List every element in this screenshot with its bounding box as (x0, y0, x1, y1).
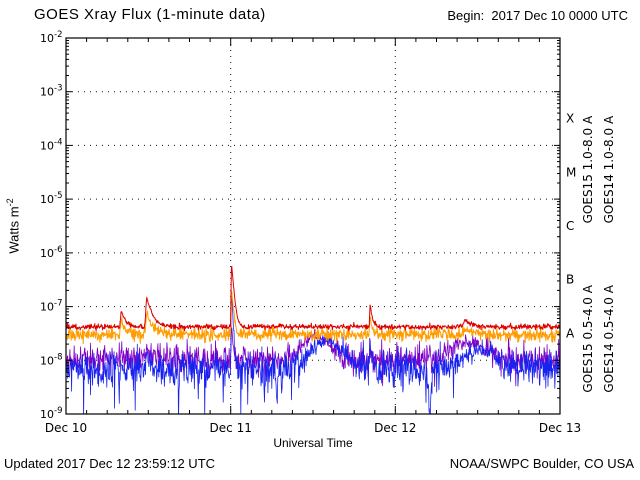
y-tick-label: 10-4 (40, 137, 62, 152)
flare-class-letters: X M C B A (566, 112, 576, 341)
legend-goes14-long: GOES14 1.0-8.0 A (602, 115, 616, 223)
y-tick-label: 10-7 (40, 299, 62, 314)
series-line-goes14-long (66, 291, 560, 345)
x-tick-label: Dec 13 (539, 421, 581, 435)
satellite-legends: GOES14 0.5-4.0 A GOES15 0.5-4.0 A GOES14 1… (581, 115, 616, 393)
y-axis-label-exponent: -2 (5, 198, 15, 207)
credit-text: NOAA/SWPC Boulder, CO USA (449, 456, 634, 471)
y-axis-label: Watts m-2 (5, 166, 23, 286)
axis-ticks (65, 37, 561, 415)
x-tick-label: Dec 12 (374, 421, 416, 435)
y-tick-label: 10-9 (40, 406, 62, 421)
series-line-goes15-long (66, 265, 560, 332)
y-tick-label: 10-5 (40, 191, 62, 206)
flare-class-B: B (566, 273, 574, 287)
flare-class-C: C (566, 219, 574, 233)
y-tick-label: 10-3 (40, 84, 62, 99)
series-line-goes14-short (66, 327, 560, 392)
series-lines (66, 265, 560, 414)
y-axis-label-base: Watts m (6, 206, 22, 254)
flare-class-X: X (566, 112, 574, 126)
x-tick-label: Dec 10 (45, 421, 87, 435)
y-tick-label: 10-6 (40, 245, 62, 260)
begin-timestamp: Begin: 2017 Dec 10 0000 UTC (447, 8, 628, 23)
flare-class-A: A (566, 326, 575, 340)
plot-frame (65, 37, 561, 415)
legend-goes15-long: GOES15 1.0-8.0 A (581, 115, 595, 223)
flare-class-M: M (566, 165, 576, 179)
chart-title: GOES Xray Flux (1-minute data) (34, 6, 266, 23)
gridlines (66, 38, 560, 414)
x-tick-labels: Dec 10 Dec 11 Dec 12 Dec 13 (45, 421, 581, 435)
series-line-goes15-short (66, 291, 560, 414)
y-tick-label: 10-8 (40, 352, 62, 367)
legend-goes15-short: GOES15 0.5-4.0 A (581, 284, 595, 392)
y-tick-labels: 10-2 10-3 10-4 10-5 10-6 10-7 10-8 10-9 (40, 30, 62, 421)
y-tick-label: 10-2 (40, 30, 62, 45)
x-tick-label: Dec 11 (210, 421, 252, 435)
x-axis-label: Universal Time (273, 436, 353, 450)
updated-timestamp: Updated 2017 Dec 12 23:59:12 UTC (4, 456, 216, 471)
legend-goes14-short: GOES14 0.5-4.0 A (602, 284, 616, 392)
